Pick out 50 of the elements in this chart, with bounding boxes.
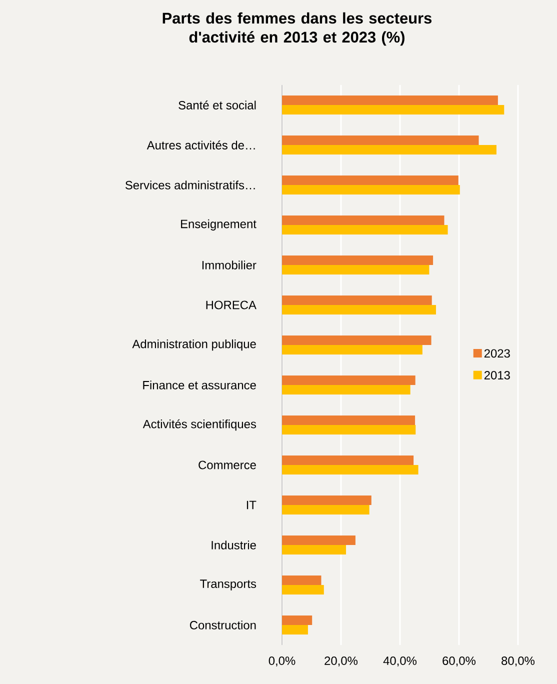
y-tick-label: Immobilier: [202, 260, 256, 270]
x-tick-label: 60,0%: [442, 656, 476, 666]
bar: [282, 145, 496, 154]
bar: [282, 216, 444, 225]
bar: [282, 305, 436, 315]
y-tick-label: Construction: [190, 620, 256, 630]
y-tick-label: HORECA: [206, 300, 256, 310]
legend-label: 2013: [484, 370, 510, 380]
y-tick-label: Autres activités de…: [146, 140, 255, 150]
x-tick-label: 40,0%: [383, 656, 417, 666]
y-tick-label: IT: [246, 500, 256, 510]
y-tick-label: Industrie: [212, 540, 256, 550]
bar: [282, 416, 416, 426]
bar: [282, 225, 448, 234]
bar: [282, 456, 414, 466]
bar: [282, 105, 504, 114]
bar: [282, 536, 356, 546]
bar: [282, 545, 346, 555]
bar: [282, 465, 418, 475]
y-tick-label: Administration publique: [132, 339, 256, 351]
bar: [282, 505, 370, 515]
legend-label: 2023: [484, 349, 510, 358]
bar: [282, 336, 432, 346]
y-tick-label: Finance et assurance: [143, 380, 256, 390]
bar: [282, 425, 416, 435]
y-tick-label: Activités scientifiques: [142, 419, 256, 431]
y-tick-label: Services administratifs…: [125, 180, 255, 190]
bar: [282, 625, 308, 635]
y-tick-label: Enseignement: [181, 219, 256, 231]
bar: [282, 585, 324, 595]
x-tick-label: 0,0%: [268, 656, 296, 666]
y-tick-label: Santé et social: [178, 100, 256, 110]
bar: [282, 496, 372, 506]
bar: [282, 296, 432, 306]
bar: [282, 385, 410, 395]
x-tick-label: 20,0%: [324, 656, 358, 666]
bar: [282, 96, 498, 105]
bar: [282, 345, 422, 355]
bar: [282, 265, 430, 275]
bar: [282, 185, 460, 194]
bar: [282, 176, 458, 185]
bar: [282, 616, 312, 626]
y-tick-label: Commerce: [198, 460, 256, 470]
bar: [282, 576, 322, 586]
bar: [282, 256, 434, 266]
chart-title: Parts des femmes dans les secteurs d'activité en 2013 et 2023 (%): [162, 12, 432, 46]
bar: [282, 136, 479, 145]
y-tick-label: Transports: [200, 580, 256, 590]
bar: [282, 376, 416, 386]
x-tick-label: 80,0%: [502, 656, 535, 666]
